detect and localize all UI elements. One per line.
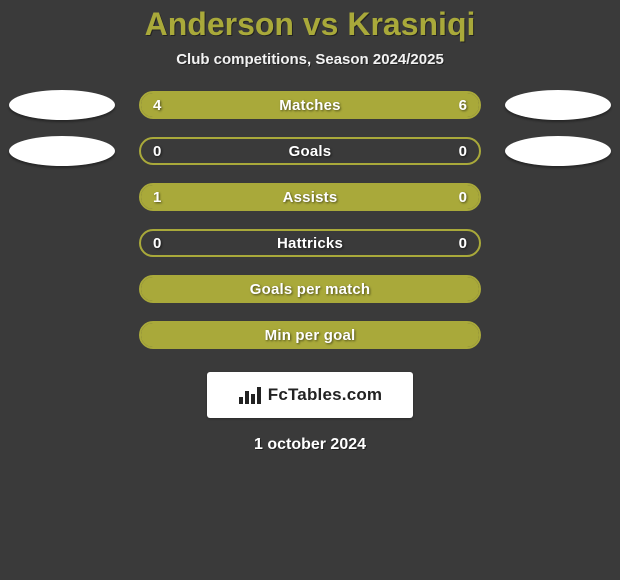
stat-bar: Hattricks0 0 <box>139 229 481 257</box>
comparison-widget: Anderson vs Krasniqi Club competitions, … <box>0 0 620 454</box>
stat-bar: Matches4 6 <box>139 91 481 119</box>
stat-bar: Goals0 0 <box>139 137 481 165</box>
bars-icon <box>238 385 262 405</box>
stat-label: Matches <box>141 93 479 117</box>
stat-row: Min per goal <box>69 320 551 350</box>
player-left-marker <box>9 90 115 120</box>
stat-value-left: 1 <box>153 185 161 209</box>
bars-region: Matches46Goals00Assists10Hattricks00Goal… <box>69 90 551 366</box>
stat-value-left: 0 <box>153 139 161 163</box>
stat-bar: Assists1 0 <box>139 183 481 211</box>
stat-value-right: 0 <box>459 139 467 163</box>
stat-label: Assists <box>141 185 479 209</box>
date-label: 1 october 2024 <box>254 436 366 454</box>
stat-value-left: 0 <box>153 231 161 255</box>
page-title: Anderson vs Krasniqi <box>145 6 476 43</box>
stat-value-right: 0 <box>459 231 467 255</box>
stat-value-right: 0 <box>459 185 467 209</box>
stat-row: Matches4 6 <box>69 90 551 120</box>
brand-text: FcTables.com <box>268 385 383 405</box>
stat-value-right: 6 <box>459 93 467 117</box>
stat-bar: Goals per match <box>139 275 481 303</box>
player-right-marker <box>505 136 611 166</box>
stat-row: Hattricks0 0 <box>69 228 551 258</box>
stat-label: Hattricks <box>141 231 479 255</box>
stat-row: Goals0 0 <box>69 136 551 166</box>
stat-bar: Min per goal <box>139 321 481 349</box>
player-left-marker <box>9 136 115 166</box>
stat-row: Assists1 0 <box>69 182 551 212</box>
brand-badge: FcTables.com <box>207 372 413 418</box>
player-right-marker <box>505 90 611 120</box>
page-subtitle: Club competitions, Season 2024/2025 <box>176 51 444 68</box>
stat-value-left: 4 <box>153 93 161 117</box>
stat-row: Goals per match <box>69 274 551 304</box>
stat-label: Goals per match <box>141 277 479 301</box>
stat-label: Min per goal <box>141 323 479 347</box>
stat-label: Goals <box>141 139 479 163</box>
